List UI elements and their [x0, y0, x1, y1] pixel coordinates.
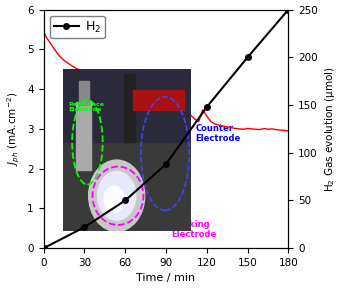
- Text: Counter
Electrode: Counter Electrode: [196, 124, 241, 144]
- Text: Working
Electrode: Working Electrode: [171, 220, 216, 239]
- Y-axis label: H$_2$ Gas evolution (μmol): H$_2$ Gas evolution (μmol): [323, 66, 338, 192]
- Legend: H$_2$: H$_2$: [50, 16, 105, 38]
- X-axis label: Time / min: Time / min: [137, 273, 196, 284]
- Y-axis label: $J_{ph}$ (mA.cm$^{-2}$): $J_{ph}$ (mA.cm$^{-2}$): [5, 92, 22, 166]
